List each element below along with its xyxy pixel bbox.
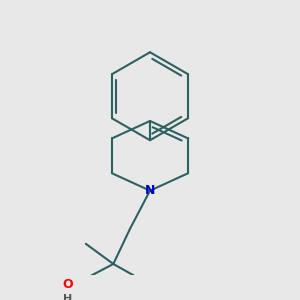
Text: O: O [62, 278, 73, 291]
Text: N: N [145, 184, 155, 197]
Text: H: H [63, 294, 72, 300]
